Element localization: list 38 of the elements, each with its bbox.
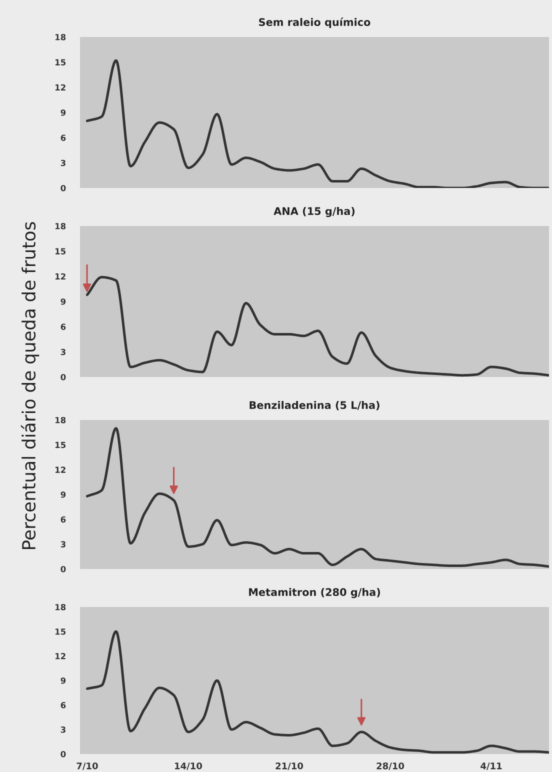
y-tick-label: 0 <box>60 374 66 380</box>
y-tick-label: 6 <box>60 134 66 141</box>
y-tick-label: 12 <box>55 273 66 280</box>
x-tick-label: 21/10 <box>276 762 304 770</box>
y-axis-title: Percentual diário de queda de frutos <box>20 222 40 550</box>
y-tick-label: 0 <box>60 566 66 572</box>
y-tick-label: 18 <box>55 416 66 424</box>
y-tick-label: 15 <box>55 59 66 66</box>
y-tick-label: 18 <box>55 34 66 40</box>
y-tick-label: 0 <box>60 184 66 192</box>
x-tick-label: 14/10 <box>175 762 202 770</box>
y-tick-label: 18 <box>55 222 66 230</box>
x-tick-label: 28/10 <box>376 762 404 770</box>
y-tick-label: 12 <box>55 652 66 660</box>
y-tick-label: 0 <box>60 750 66 758</box>
y-tick-label: 9 <box>60 677 66 684</box>
y-tick-label: 3 <box>60 348 66 356</box>
y-tick-label: 15 <box>55 628 66 635</box>
x-tick-label: 7/10 <box>76 762 98 770</box>
y-tick-label: 9 <box>60 298 66 305</box>
y-tick-label: 15 <box>55 442 66 448</box>
y-tick-label: 3 <box>60 160 66 166</box>
chart-title: Sem raleio químico <box>259 18 370 28</box>
chart-title: Metamitron (280 g/ha) <box>249 588 380 598</box>
y-tick-label: 9 <box>60 491 66 498</box>
chart-title: Benziladenina (5 L/ha) <box>250 400 380 410</box>
y-tick-label: 12 <box>55 84 66 90</box>
y-tick-label: 3 <box>60 726 66 733</box>
y-tick-label: 6 <box>60 324 66 330</box>
y-tick-label: 12 <box>55 466 66 473</box>
y-tick-label: 6 <box>60 516 66 523</box>
y-tick-label: 18 <box>55 604 66 610</box>
chart-title: ANA (15 g/ha) <box>274 206 355 218</box>
y-tick-label: 6 <box>60 702 66 708</box>
y-tick-label: 9 <box>60 109 66 116</box>
y-tick-label: 3 <box>60 541 66 548</box>
x-tick-label: 4/11 <box>480 762 502 770</box>
y-tick-label: 15 <box>55 248 66 254</box>
